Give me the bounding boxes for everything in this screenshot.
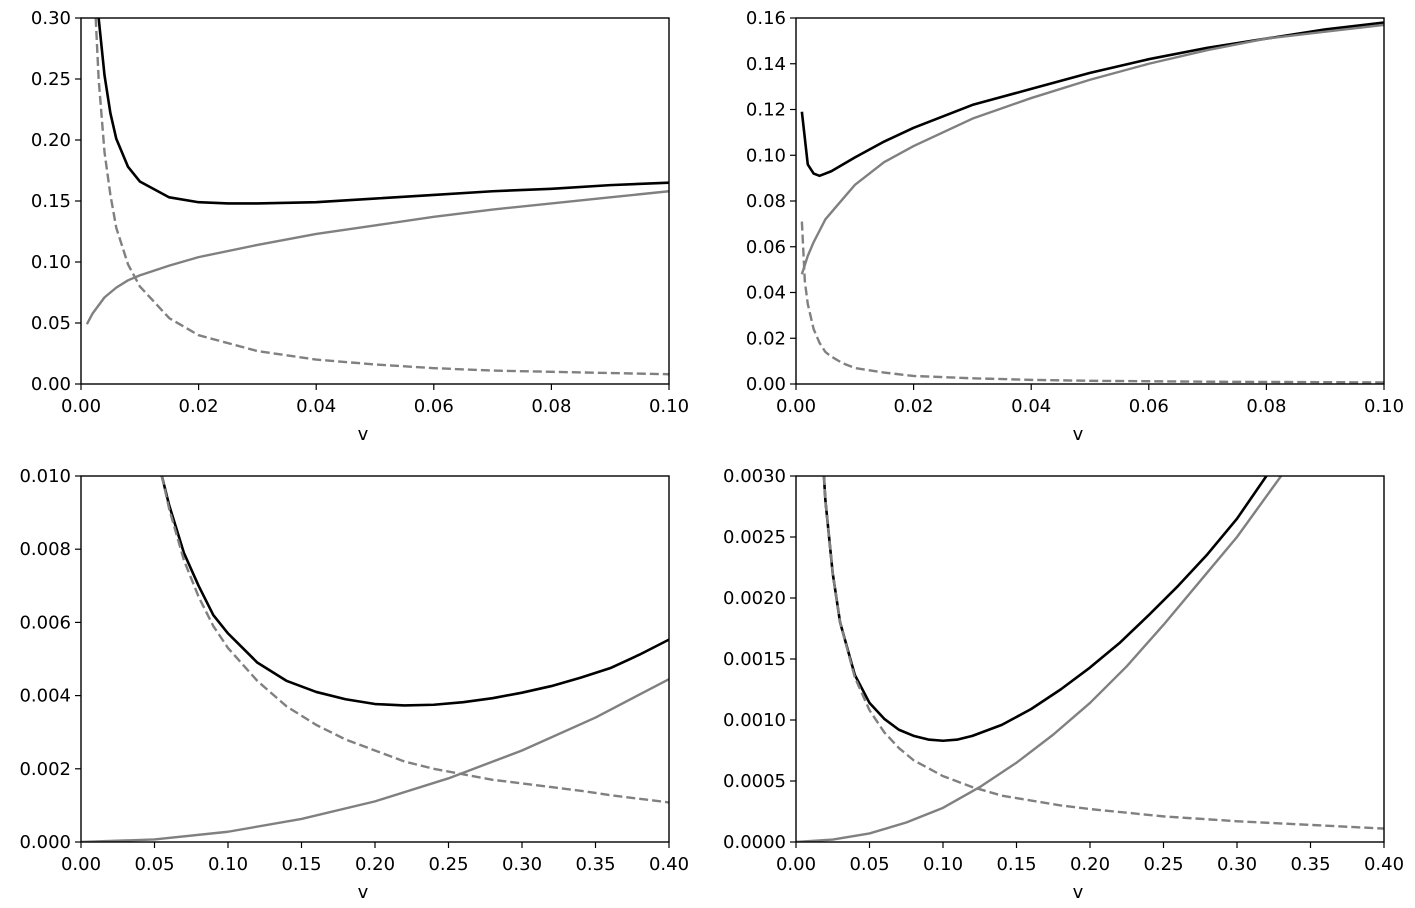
- series-line-decreasing-component: [800, 221, 1384, 384]
- x-tick-label: 0.25: [428, 854, 468, 875]
- x-tick-label: 0.20: [1070, 854, 1110, 875]
- y-tick-label: 0.14: [746, 54, 786, 75]
- x-tick-label: 0.00: [61, 396, 101, 417]
- series-line-increasing-component: [796, 476, 1283, 842]
- x-tick-label: 0.02: [894, 396, 934, 417]
- x-axis-label: v: [358, 882, 369, 903]
- plot-area: [81, 476, 669, 842]
- x-tick-label: 0.40: [1364, 854, 1404, 875]
- y-tick-label: 0.00: [746, 374, 786, 395]
- y-tick-label: 0.0025: [723, 527, 786, 548]
- x-tick-label: 0.30: [502, 854, 542, 875]
- x-tick-label: 0.10: [1364, 396, 1404, 417]
- x-tick-label: 0.25: [1143, 854, 1183, 875]
- series-line-increasing-component: [85, 190, 669, 325]
- x-axis-label: v: [1073, 424, 1084, 445]
- x-tick-label: 0.06: [414, 396, 454, 417]
- y-tick-label: 0.006: [19, 612, 71, 633]
- y-tick-label: 0.0030: [723, 466, 786, 487]
- x-tick-label: 0.10: [649, 396, 689, 417]
- y-tick-label: 0.0000: [723, 832, 786, 853]
- y-tick-label: 0.002: [19, 759, 71, 780]
- y-tick-label: 0.00: [31, 374, 71, 395]
- y-tick-label: 0.15: [31, 191, 71, 212]
- y-tick-label: 0.20: [31, 130, 71, 151]
- axes-frame: [80, 475, 670, 843]
- series-line-total: [822, 476, 1268, 743]
- y-tick-label: 0.008: [19, 539, 71, 560]
- x-tick-label: 0.40: [649, 854, 689, 875]
- x-tick-label: 0.05: [849, 854, 889, 875]
- panel-bottom-right: 0.00 0.05 0.10 0.15 0.20 0.25 0.30 0.35 0.40 0.00…: [723, 466, 1404, 903]
- x-tick-label: 0.10: [923, 854, 963, 875]
- panel-top-left: 0.00 0.02 0.04 0.06 0.08 0.10 0.00 0.05 0.10 0.15…: [31, 8, 689, 445]
- axes-frame: [795, 475, 1385, 843]
- y-tick-label: 0.0020: [723, 588, 786, 609]
- x-tick-label: 0.15: [996, 854, 1036, 875]
- y-tick-label: 0.0005: [723, 771, 786, 792]
- x-axis-label: v: [358, 424, 369, 445]
- x-tick-label: 0.06: [1129, 396, 1169, 417]
- series-line-increasing-component: [81, 678, 669, 842]
- series-line-increasing-component: [800, 23, 1384, 275]
- y-tick-label: 0.0015: [723, 649, 786, 670]
- y-tick-label: 0.25: [31, 69, 71, 90]
- x-tick-label: 0.05: [134, 854, 174, 875]
- x-tick-label: 0.08: [531, 396, 571, 417]
- y-tick-label: 0.004: [19, 686, 71, 707]
- series-line-decreasing-component: [160, 476, 669, 804]
- y-tick-label: 0.10: [746, 145, 786, 166]
- x-tick-label: 0.00: [776, 854, 816, 875]
- y-tick-label: 0.04: [746, 283, 786, 304]
- y-tick-label: 0.0010: [723, 710, 786, 731]
- y-tick-label: 0.06: [746, 237, 786, 258]
- y-tick-label: 0.05: [31, 313, 71, 334]
- x-tick-label: 0.35: [1290, 854, 1330, 875]
- x-tick-label: 0.04: [1011, 396, 1051, 417]
- y-tick-label: 0.010: [19, 466, 71, 487]
- x-tick-label: 0.08: [1246, 396, 1286, 417]
- plot-area: [85, 18, 669, 376]
- x-tick-label: 0.10: [208, 854, 248, 875]
- x-tick-label: 0.02: [179, 396, 219, 417]
- panel-top-right: 0.00 0.02 0.04 0.06 0.08 0.10 0.00 0.02 0.04 0.06…: [746, 8, 1404, 445]
- x-tick-label: 0.04: [296, 396, 336, 417]
- x-tick-label: 0.00: [776, 396, 816, 417]
- series-line-decreasing-component: [822, 476, 1384, 830]
- x-tick-label: 0.35: [575, 854, 615, 875]
- y-tick-label: 0.08: [746, 191, 786, 212]
- x-tick-label: 0.15: [281, 854, 321, 875]
- y-tick-label: 0.16: [746, 8, 786, 29]
- y-tick-label: 0.02: [746, 328, 786, 349]
- series-line-total: [97, 18, 669, 205]
- x-tick-label: 0.20: [355, 854, 395, 875]
- plot-area: [800, 21, 1384, 384]
- series-line-total: [160, 476, 669, 707]
- y-tick-label: 0.12: [746, 100, 786, 121]
- panel-bottom-left: 0.00 0.05 0.10 0.15 0.20 0.25 0.30 0.35 0.40 0.00…: [19, 466, 689, 903]
- y-tick-label: 0.30: [31, 8, 71, 29]
- series-line-decreasing-component: [94, 18, 669, 376]
- y-tick-label: 0.10: [31, 252, 71, 273]
- plot-area: [796, 476, 1384, 842]
- y-tick-label: 0.000: [19, 832, 71, 853]
- x-tick-label: 0.00: [61, 854, 101, 875]
- x-tick-label: 0.30: [1217, 854, 1257, 875]
- x-axis-label: v: [1073, 882, 1084, 903]
- series-line-total: [800, 21, 1384, 178]
